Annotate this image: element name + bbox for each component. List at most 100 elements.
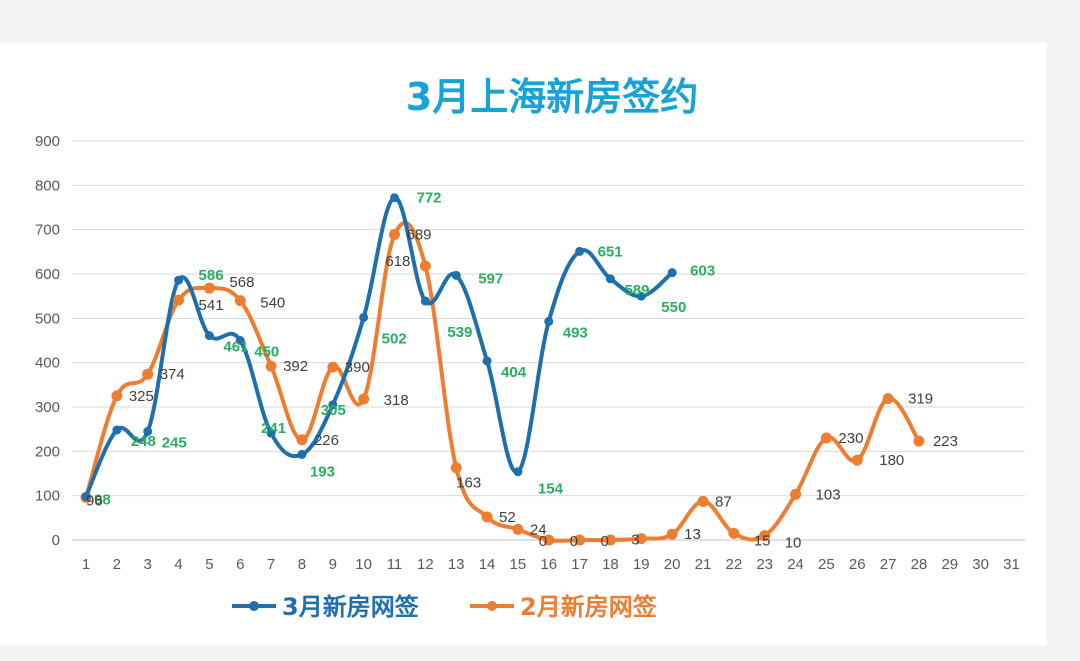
february-data-label: 319 bbox=[908, 391, 933, 408]
march-data-label: 597 bbox=[478, 270, 503, 287]
february-point bbox=[604, 534, 616, 546]
february-data-label: 24 bbox=[530, 521, 547, 538]
february-point bbox=[697, 495, 709, 507]
x-tick-label: 14 bbox=[479, 556, 496, 573]
x-tick-label: 5 bbox=[205, 556, 213, 573]
february-data-label: 0 bbox=[570, 533, 578, 550]
legend-label: 2月新房网签 bbox=[520, 593, 658, 621]
march-point bbox=[513, 467, 523, 477]
february-data-label: 52 bbox=[499, 509, 516, 526]
x-tick-label: 26 bbox=[849, 556, 866, 573]
march-point bbox=[112, 425, 122, 435]
y-tick-label: 200 bbox=[35, 443, 60, 460]
march-point bbox=[575, 246, 585, 256]
x-tick-label: 22 bbox=[726, 556, 743, 573]
march-point bbox=[204, 331, 214, 341]
march-point bbox=[143, 426, 153, 436]
x-tick-label: 11 bbox=[387, 556, 403, 573]
x-tick-label: 6 bbox=[236, 556, 244, 573]
y-tick-label: 300 bbox=[35, 399, 60, 416]
y-tick-label: 700 bbox=[35, 222, 60, 239]
february-data-label: 374 bbox=[160, 366, 185, 383]
march-point bbox=[266, 428, 276, 438]
x-tick-label: 16 bbox=[540, 556, 557, 573]
march-point bbox=[420, 296, 430, 306]
x-tick-label: 31 bbox=[1003, 556, 1020, 573]
march-point bbox=[636, 291, 646, 301]
legend[interactable]: 3月新房网签 2月新房网签 bbox=[232, 593, 658, 621]
march-data-label: 493 bbox=[563, 324, 588, 341]
x-tick-label: 28 bbox=[911, 556, 928, 573]
x-tick-label: 30 bbox=[972, 556, 989, 573]
x-tick-label: 4 bbox=[174, 556, 182, 573]
february-data-label: 103 bbox=[816, 486, 841, 503]
february-data-label: 318 bbox=[384, 392, 409, 409]
march-data-label: 461 bbox=[223, 339, 248, 356]
y-tick-label: 500 bbox=[35, 310, 60, 327]
x-tick-label: 3 bbox=[144, 556, 152, 573]
february-point bbox=[666, 528, 678, 540]
march-data-label: 245 bbox=[162, 434, 187, 451]
february-point bbox=[574, 534, 586, 546]
february-point bbox=[450, 462, 462, 474]
february-data-label: 87 bbox=[715, 493, 732, 510]
march-point bbox=[667, 268, 677, 278]
y-tick-label: 800 bbox=[35, 177, 60, 194]
february-point bbox=[419, 260, 431, 272]
march-data-label: 450 bbox=[254, 344, 279, 361]
legend-item-february[interactable]: 2月新房网签 bbox=[470, 593, 658, 621]
february-data-label: 15 bbox=[754, 532, 771, 549]
y-tick-label: 0 bbox=[52, 532, 60, 549]
february-data-label: 163 bbox=[456, 475, 481, 492]
x-tick-label: 29 bbox=[941, 556, 958, 573]
x-tick-label: 1 bbox=[82, 556, 90, 573]
march-data-label: 241 bbox=[261, 420, 286, 437]
march-data-label: 248 bbox=[131, 433, 156, 450]
february-data-label: 392 bbox=[283, 358, 308, 375]
y-tick-label: 600 bbox=[35, 266, 60, 283]
chart-card bbox=[0, 42, 1046, 646]
february-data-label: 3 bbox=[631, 532, 639, 549]
february-data-label: 0 bbox=[539, 533, 547, 550]
march-data-label: 603 bbox=[690, 263, 715, 280]
march-data-label: 404 bbox=[501, 364, 527, 381]
march-point bbox=[451, 270, 461, 280]
march-point bbox=[605, 274, 615, 284]
february-data-label: 223 bbox=[933, 433, 958, 450]
february-data-label: 618 bbox=[385, 253, 410, 270]
march-point bbox=[359, 312, 369, 322]
x-tick-label: 15 bbox=[510, 556, 527, 573]
x-tick-label: 20 bbox=[664, 556, 681, 573]
legend-swatch-marker bbox=[249, 601, 259, 611]
y-tick-label: 400 bbox=[35, 355, 60, 372]
x-tick-label: 19 bbox=[633, 556, 650, 573]
march-point bbox=[482, 356, 492, 366]
february-point bbox=[265, 360, 277, 372]
x-tick-label: 2 bbox=[113, 556, 121, 573]
x-axis: 1 2 3 4 5 6 7 8 9 10 11 12 13 14 15 16 17 18 19 20 21 22 23 24 2… bbox=[82, 556, 1020, 573]
x-tick-label: 27 bbox=[880, 556, 897, 573]
march-point bbox=[81, 492, 91, 502]
y-axis: 0 100 200 300 400 500 600 700 800 900 bbox=[35, 133, 60, 549]
march-data-label: 651 bbox=[598, 243, 623, 260]
february-data-label: 13 bbox=[684, 526, 701, 543]
february-data-label: 568 bbox=[229, 274, 254, 291]
february-data-label: 0 bbox=[600, 533, 608, 550]
chart-title: 3月上海新房签约 bbox=[406, 75, 698, 119]
legend-item-march[interactable]: 3月新房网签 bbox=[232, 593, 420, 621]
x-tick-label: 8 bbox=[298, 556, 306, 573]
data-labels: 98 248 245 586 461 450 241 193 305 502 772 539 597 40… bbox=[86, 190, 958, 552]
february-data-label: 540 bbox=[260, 295, 285, 312]
march-data-label: 502 bbox=[382, 330, 407, 347]
february-point bbox=[142, 368, 154, 380]
february-point bbox=[635, 533, 647, 545]
march-data-label: 772 bbox=[417, 190, 442, 207]
x-tick-label: 24 bbox=[787, 556, 804, 573]
x-tick-label: 23 bbox=[756, 556, 773, 573]
february-data-label: 541 bbox=[199, 297, 224, 314]
february-point bbox=[820, 432, 832, 444]
march-data-label: 193 bbox=[310, 463, 335, 480]
march-point bbox=[174, 275, 184, 285]
x-tick-label: 10 bbox=[355, 556, 372, 573]
